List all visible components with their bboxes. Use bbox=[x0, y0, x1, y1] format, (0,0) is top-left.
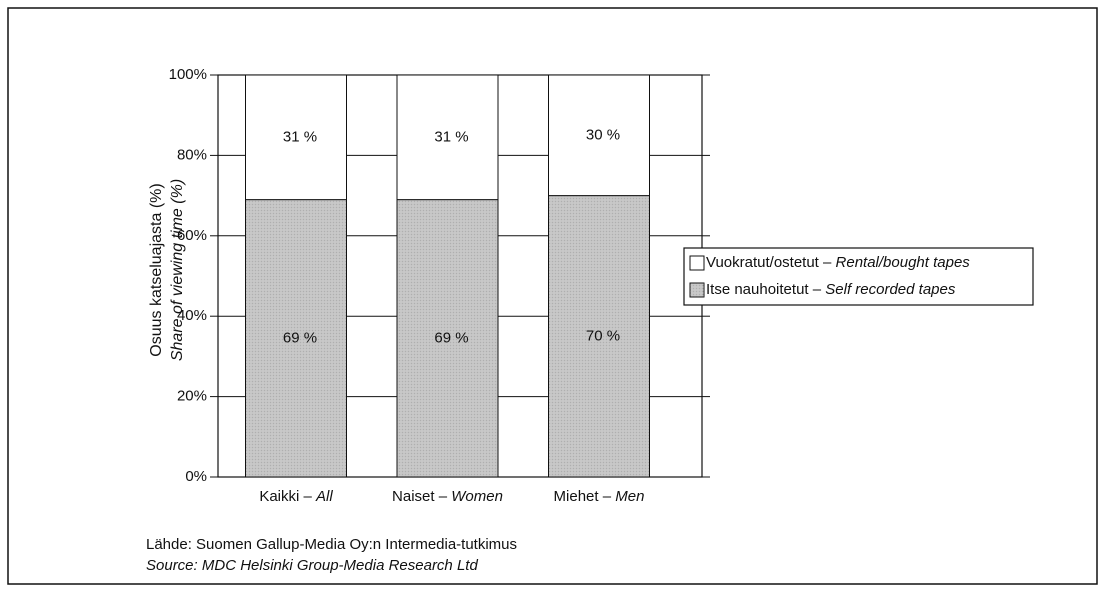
y-tick-label: 60% bbox=[177, 227, 207, 244]
bar-texture bbox=[397, 199, 498, 477]
bar-texture bbox=[548, 195, 650, 477]
y-tick-label: 0% bbox=[185, 468, 207, 485]
source: Source: MDC Helsinki Group-Media Researc… bbox=[146, 557, 478, 574]
value-label: 69 % bbox=[434, 329, 468, 346]
x-tick-label: Naiset – Women bbox=[392, 488, 503, 505]
legend-swatch bbox=[689, 255, 705, 271]
legend-label: Itse nauhoitetut – Self recorded tapes bbox=[706, 281, 956, 298]
value-label: 69 % bbox=[283, 329, 317, 346]
legend-texture bbox=[690, 283, 704, 297]
y-tick-label: 20% bbox=[177, 388, 207, 405]
value-label: 70 % bbox=[586, 327, 620, 344]
y-tick-label: 40% bbox=[177, 307, 207, 324]
y-axis-label: Osuus katseluajasta (%) bbox=[148, 183, 165, 356]
legend-label: Vuokratut/ostetut – Rental/bought tapes bbox=[706, 254, 970, 271]
x-tick-label: Miehet – Men bbox=[554, 488, 645, 505]
value-label: 30 % bbox=[586, 126, 620, 143]
legend-box bbox=[683, 247, 1034, 306]
y-axis-label: Share of viewing time (%) bbox=[169, 179, 186, 361]
bar-segment bbox=[245, 74, 347, 201]
bar-segment bbox=[396, 74, 499, 201]
y-tick-label: 100% bbox=[169, 66, 207, 83]
bar-texture bbox=[245, 199, 347, 477]
source: Lähde: Suomen Gallup-Media Oy:n Intermed… bbox=[146, 536, 517, 553]
value-label: 31 % bbox=[434, 128, 468, 145]
x-tick-label: Kaikki – All bbox=[259, 488, 333, 505]
value-label: 31 % bbox=[283, 128, 317, 145]
frame bbox=[7, 7, 1098, 585]
y-tick-label: 80% bbox=[177, 146, 207, 163]
bar-segment bbox=[548, 74, 650, 197]
